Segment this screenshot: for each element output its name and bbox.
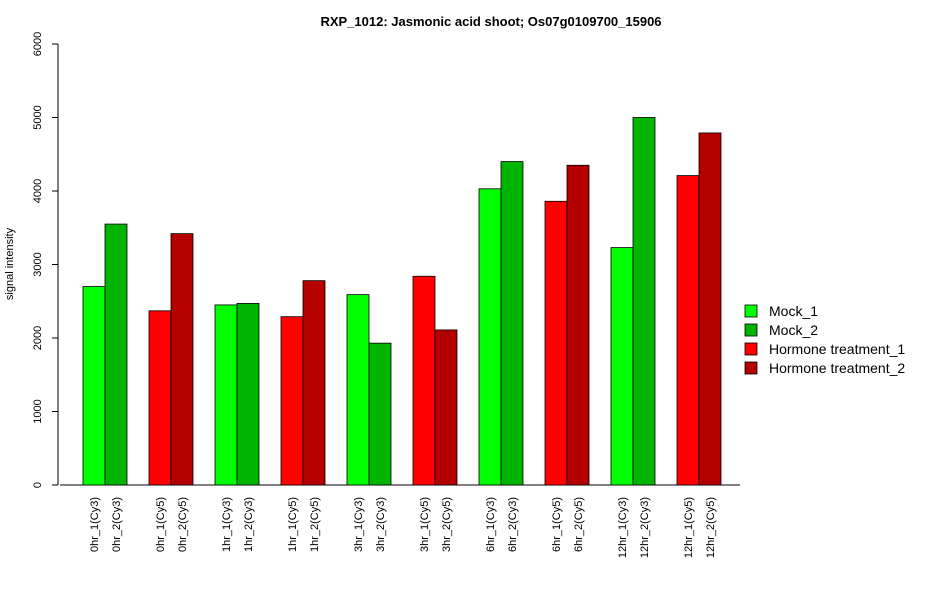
y-tick-label: 0 — [32, 482, 44, 488]
x-tick-label: 6hr_2(Cy5) — [573, 497, 585, 552]
bar — [632, 117, 656, 486]
legend: Mock_1 Mock_2 Hormone treatment_1 Hormone t… — [744, 303, 905, 376]
bar — [170, 233, 194, 486]
x-tick-label: 3hr_1(Cy3) — [353, 497, 365, 552]
bar — [148, 310, 172, 486]
bar — [566, 164, 590, 486]
bar — [236, 303, 260, 486]
legend-label: Hormone treatment_1 — [769, 341, 905, 357]
legend-label: Mock_2 — [769, 322, 818, 338]
bar — [214, 304, 238, 486]
legend-swatch — [744, 304, 758, 318]
x-tick-label: 6hr_2(Cy3) — [507, 497, 519, 552]
x-tick-label: 0hr_2(Cy5) — [177, 497, 189, 552]
legend-label: Mock_1 — [769, 303, 818, 319]
bar — [302, 280, 326, 486]
y-tick-label: 4000 — [32, 179, 44, 203]
x-tick-label: 12hr_2(Cy3) — [639, 497, 651, 558]
bar — [698, 132, 722, 486]
legend-swatch — [744, 342, 758, 356]
bar — [610, 247, 634, 486]
x-axis-labels: 0hr_1(Cy3) 0hr_2(Cy3) 0hr_1(Cy5) 0hr_2(Cy5)… — [89, 497, 717, 558]
bar — [676, 175, 700, 486]
x-tick-label: 1hr_1(Cy5) — [287, 497, 299, 552]
bar — [412, 275, 436, 486]
bar — [544, 200, 568, 486]
x-tick-label: 3hr_1(Cy5) — [419, 497, 431, 552]
y-tick-label: 1000 — [32, 399, 44, 423]
x-tick-label: 6hr_1(Cy5) — [551, 497, 563, 552]
x-tick-label: 12hr_1(Cy5) — [683, 497, 695, 558]
x-tick-label: 0hr_2(Cy3) — [111, 497, 123, 552]
y-tick-label: 5000 — [32, 105, 44, 129]
x-tick-label: 1hr_2(Cy3) — [243, 497, 255, 552]
legend-label: Hormone treatment_2 — [769, 360, 905, 376]
legend-swatch — [744, 361, 758, 375]
bar — [434, 329, 458, 486]
bar — [500, 161, 524, 486]
x-tick-label: 6hr_1(Cy3) — [485, 497, 497, 552]
bar — [368, 342, 392, 486]
bar — [280, 316, 304, 486]
x-tick-label: 1hr_2(Cy5) — [309, 497, 321, 552]
y-tick-label: 2000 — [32, 326, 44, 350]
y-axis-label: signal intensity — [4, 227, 16, 300]
x-tick-label: 12hr_1(Cy3) — [617, 497, 629, 558]
x-tick-label: 0hr_1(Cy5) — [155, 497, 167, 552]
x-tick-label: 1hr_1(Cy3) — [221, 497, 233, 552]
chart-title: RXP_1012: Jasmonic acid shoot; Os07g0109… — [320, 14, 661, 29]
legend-swatch — [744, 323, 758, 337]
x-tick-label: 0hr_1(Cy3) — [89, 497, 101, 552]
bar — [346, 294, 370, 486]
bars — [82, 117, 722, 486]
x-tick-label: 3hr_2(Cy5) — [441, 497, 453, 552]
bar — [104, 223, 128, 486]
x-tick-label: 3hr_2(Cy3) — [375, 497, 387, 552]
x-tick-label: 12hr_2(Cy5) — [705, 497, 717, 558]
bar — [82, 286, 106, 486]
y-tick-label: 6000 — [32, 32, 44, 56]
y-tick-label: 3000 — [32, 252, 44, 276]
y-axis: 0 1000 2000 3000 4000 5000 6000 — [32, 32, 740, 488]
bar — [478, 188, 502, 486]
